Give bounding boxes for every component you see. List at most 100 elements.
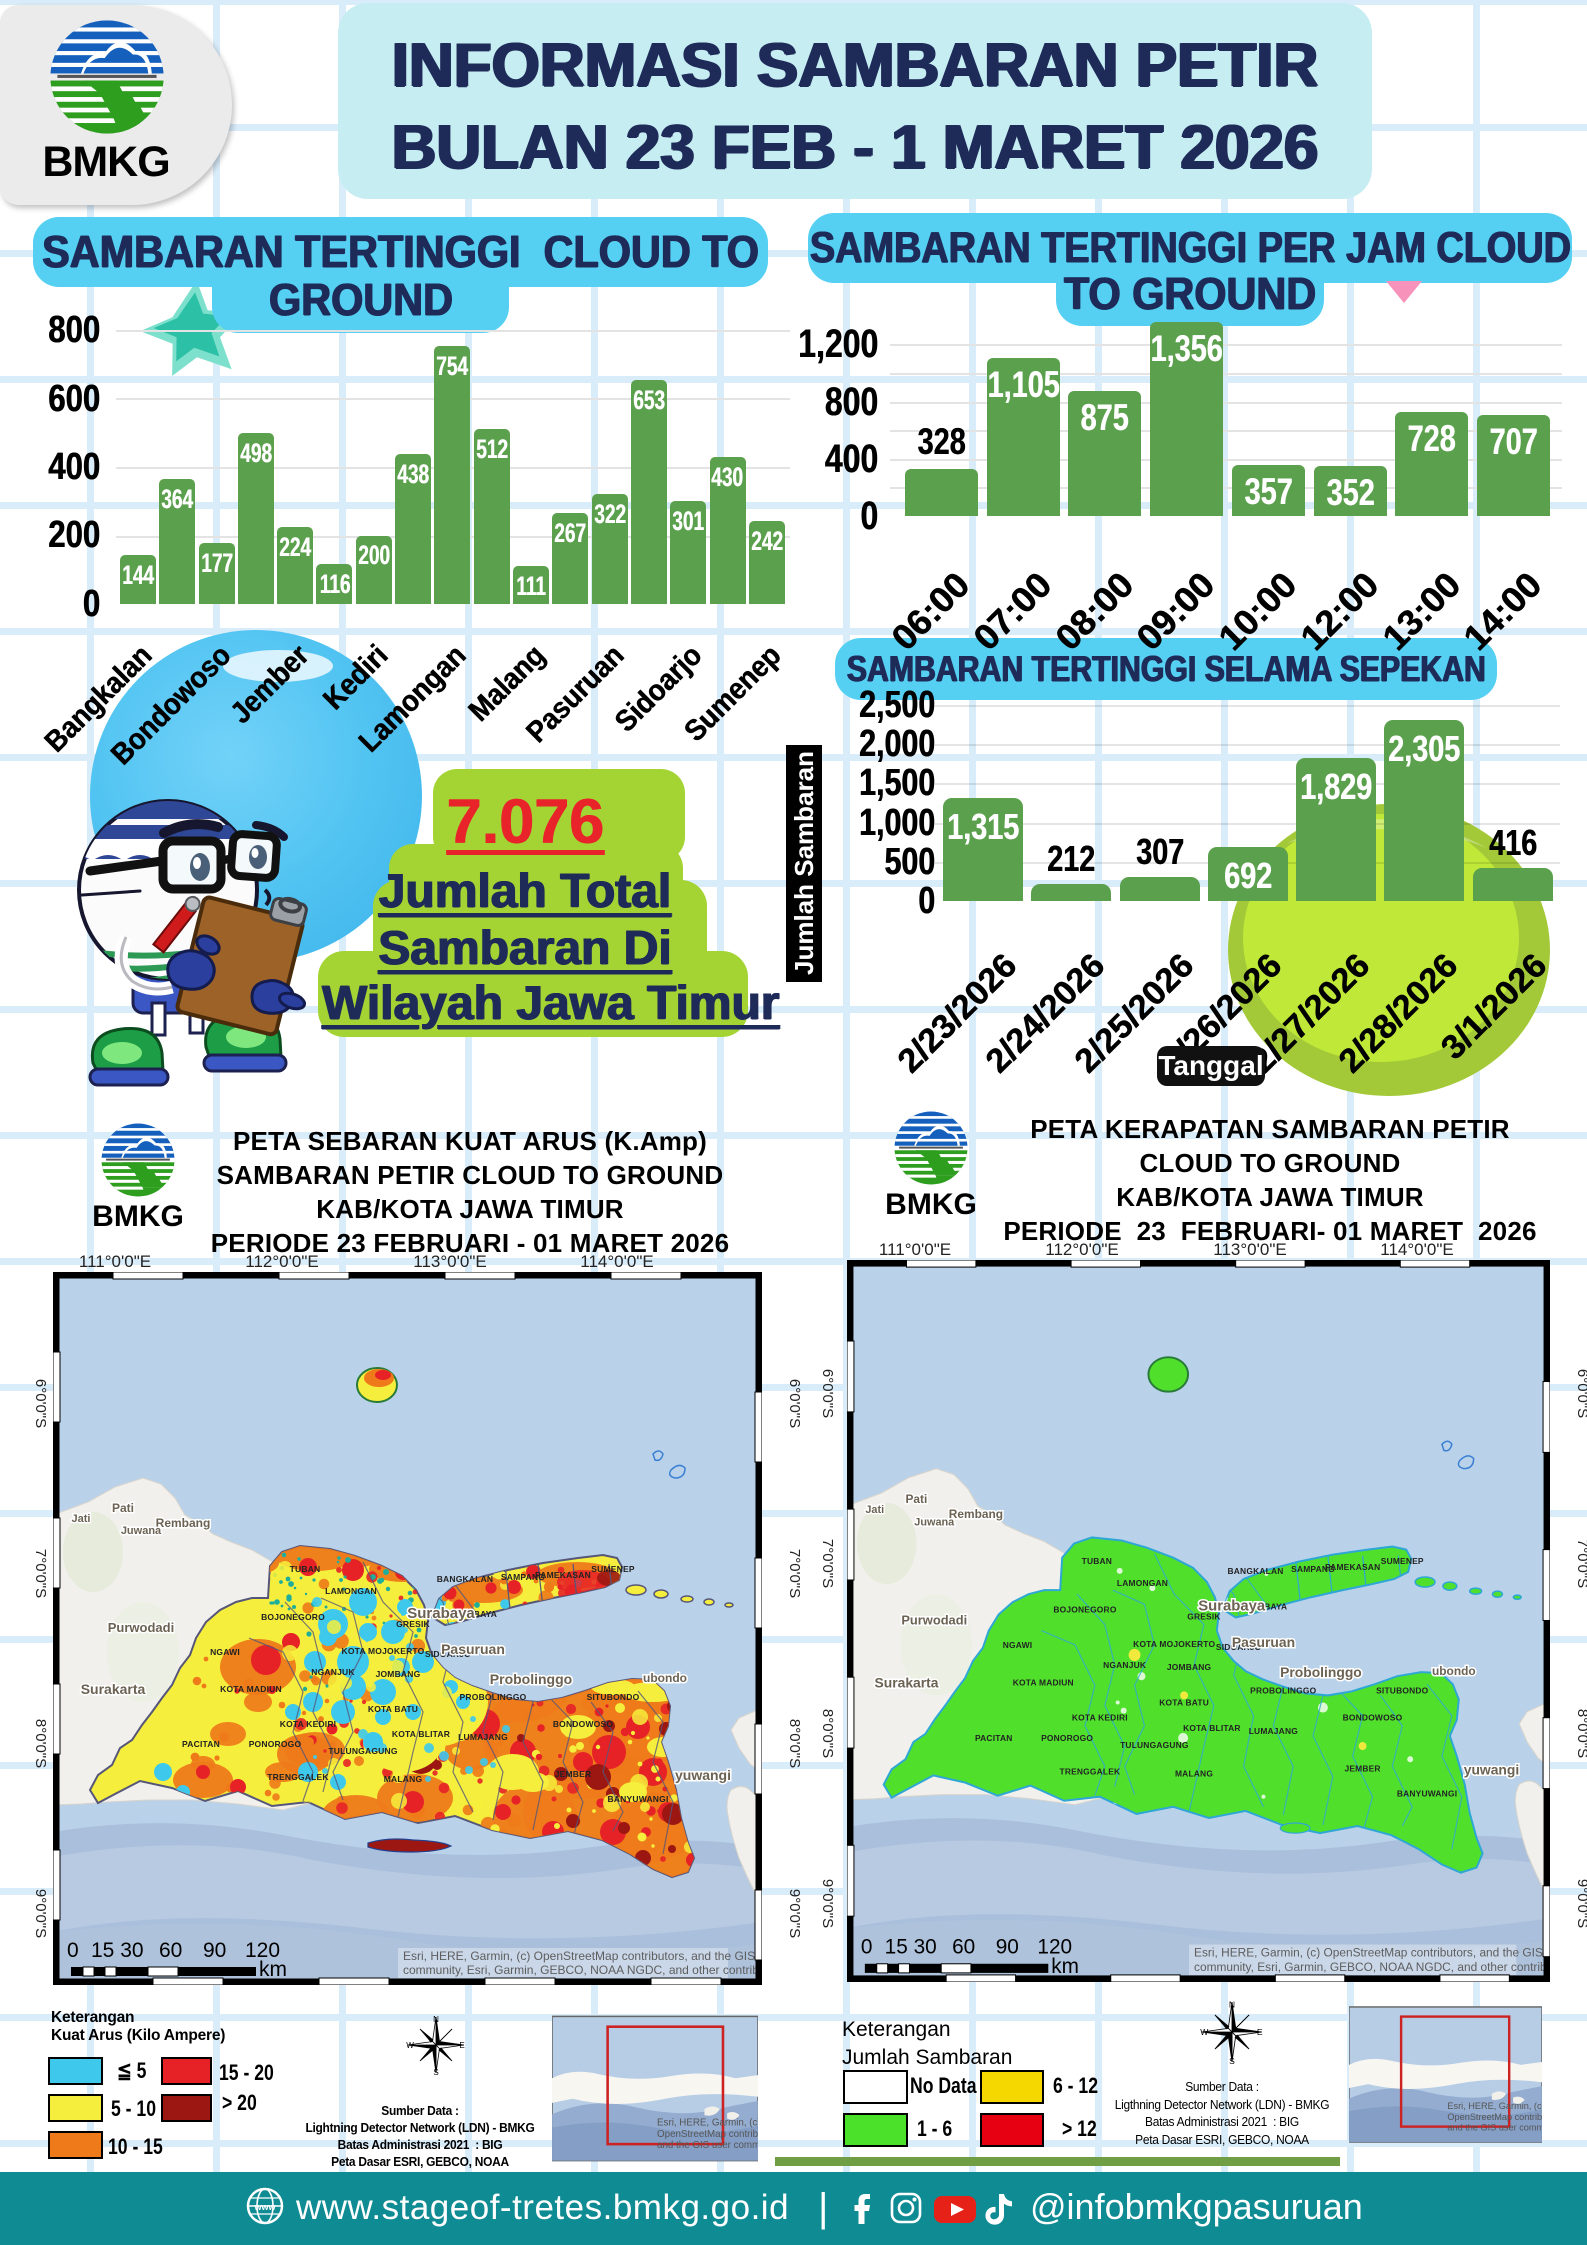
svg-text:SIDOARJO: SIDOARJO <box>1216 1642 1262 1652</box>
svg-text:yuwangi: yuwangi <box>675 1767 731 1783</box>
svg-text:60: 60 <box>159 1939 182 1962</box>
svg-text:Surabaya: Surabaya <box>407 1605 475 1622</box>
svg-text:S: S <box>1229 2056 1235 2064</box>
svg-text:GRESIK: GRESIK <box>1187 1611 1221 1621</box>
svg-text:Jati: Jati <box>72 1513 91 1525</box>
svg-text:SITUBONDO: SITUBONDO <box>1376 1685 1428 1695</box>
svg-text:E: E <box>459 2041 464 2050</box>
svg-text:S: S <box>433 2068 438 2075</box>
svg-text:Pati: Pati <box>112 1501 134 1515</box>
svg-text:TULUNGAGUNG: TULUNGAGUNG <box>328 1746 397 1756</box>
svg-text:ubondo: ubondo <box>1432 1664 1476 1678</box>
svg-text:KOTA BATU: KOTA BATU <box>1159 1697 1209 1707</box>
svg-text:BOJONEGORO: BOJONEGORO <box>261 1612 325 1622</box>
svg-text:OpenStreetMap contributors,: OpenStreetMap contributors, <box>1447 2112 1542 2122</box>
svg-text:BANYUWANGI: BANYUWANGI <box>1397 1789 1457 1799</box>
svg-text:BANYUWANGI: BANYUWANGI <box>607 1794 668 1804</box>
svg-text:MALANG: MALANG <box>1175 1768 1213 1778</box>
svg-text:community, Esri, Garmin, GEBCO: community, Esri, Garmin, GEBCO, NOAA NGD… <box>1194 1960 1550 1974</box>
svg-text:PROBOLINGGO: PROBOLINGGO <box>460 1692 527 1702</box>
svg-text:N: N <box>1229 2000 1235 2009</box>
svg-text:JOMBANG: JOMBANG <box>1167 1662 1212 1672</box>
svg-text:KOTA KEDIRI: KOTA KEDIRI <box>1072 1713 1128 1723</box>
svg-text:SURABAYA: SURABAYA <box>1240 1601 1288 1611</box>
svg-text:Surakarta: Surakarta <box>874 1674 938 1690</box>
svg-text:0: 0 <box>861 1935 873 1958</box>
svg-text:km: km <box>1051 1955 1079 1978</box>
svg-text:KOTA MADIUN: KOTA MADIUN <box>220 1684 282 1694</box>
svg-text:E: E <box>1257 2027 1263 2037</box>
svg-text:KOTA BLITAR: KOTA BLITAR <box>392 1729 450 1739</box>
svg-text:SURABAYA: SURABAYA <box>449 1609 497 1619</box>
svg-text:yuwangi: yuwangi <box>1464 1761 1519 1777</box>
svg-text:BOJONEGORO: BOJONEGORO <box>1053 1604 1116 1614</box>
svg-text:Esri, HERE, Garmin, (c): Esri, HERE, Garmin, (c) <box>1447 2101 1542 2111</box>
svg-text:W: W <box>406 2041 414 2050</box>
svg-text:Esri, HERE, Garmin, (c): Esri, HERE, Garmin, (c) <box>657 2118 758 2129</box>
svg-text:SUMENEP: SUMENEP <box>1381 1556 1424 1566</box>
svg-text:PROBOLINGGO: PROBOLINGGO <box>1250 1685 1316 1695</box>
svg-text:TRENGGALEK: TRENGGALEK <box>1059 1766 1121 1776</box>
svg-text:KOTA KEDIRI: KOTA KEDIRI <box>280 1719 337 1729</box>
svg-text:and the GIS user community: and the GIS user community <box>1447 2122 1542 2132</box>
svg-text:TULUNGAGUNG: TULUNGAGUNG <box>1120 1740 1189 1750</box>
svg-text:Esri, HERE, Garmin, (c) OpenSt: Esri, HERE, Garmin, (c) OpenStreetMap co… <box>1194 1946 1550 1960</box>
svg-text:PONOROGO: PONOROGO <box>1041 1733 1093 1743</box>
svg-text:JEMBER: JEMBER <box>1344 1763 1380 1773</box>
svg-text:Jati: Jati <box>865 1504 884 1516</box>
svg-text:Probolinggo: Probolinggo <box>1280 1664 1362 1680</box>
svg-text:PAMEKASAN: PAMEKASAN <box>1325 1562 1380 1572</box>
svg-text:PAMEKASAN: PAMEKASAN <box>535 1570 591 1580</box>
svg-text:Pati: Pati <box>906 1492 928 1506</box>
svg-text:community, Esri, Garmin, GEBCO: community, Esri, Garmin, GEBCO, NOAA NGD… <box>403 1963 762 1977</box>
svg-text:SUMENEP: SUMENEP <box>591 1564 635 1574</box>
svg-text:TUBAN: TUBAN <box>1082 1556 1112 1566</box>
svg-text:Pasuruan: Pasuruan <box>441 1641 505 1657</box>
svg-text:Rembang: Rembang <box>949 1507 1003 1521</box>
svg-text:15 30: 15 30 <box>885 1935 937 1958</box>
svg-text:Surabaya: Surabaya <box>1198 1597 1266 1614</box>
svg-text:LUMAJANG: LUMAJANG <box>458 1732 508 1742</box>
svg-text:KOTA MADIUN: KOTA MADIUN <box>1013 1677 1074 1687</box>
svg-text:SIDOARJO: SIDOARJO <box>425 1649 471 1659</box>
svg-text:Purwodadi: Purwodadi <box>901 1612 967 1627</box>
svg-text:W: W <box>1200 2027 1209 2037</box>
svg-text:TRENGGALEK: TRENGGALEK <box>267 1772 329 1782</box>
svg-text:KOTA BLITAR: KOTA BLITAR <box>1183 1723 1241 1733</box>
svg-text:N: N <box>433 2015 439 2024</box>
svg-text:SAMPANG: SAMPANG <box>1291 1564 1335 1574</box>
svg-text:NGANJUK: NGANJUK <box>311 1667 355 1677</box>
svg-text:BONDOWOSO: BONDOWOSO <box>1343 1713 1403 1723</box>
svg-text:BANGKALAN: BANGKALAN <box>437 1574 494 1584</box>
svg-text:TUBAN: TUBAN <box>290 1564 321 1574</box>
svg-text:NGAWI: NGAWI <box>1003 1640 1032 1650</box>
svg-text:NGANJUK: NGANJUK <box>1103 1660 1147 1670</box>
svg-text:and the GIS user community: and the GIS user community <box>657 2140 758 2151</box>
svg-text:15 30: 15 30 <box>91 1939 144 1962</box>
svg-text:PACITAN: PACITAN <box>975 1733 1013 1743</box>
svg-text:Pasuruan: Pasuruan <box>1232 1634 1295 1650</box>
svg-text:Purwodadi: Purwodadi <box>108 1620 174 1635</box>
svg-text:MALANG: MALANG <box>384 1774 423 1784</box>
svg-text:90: 90 <box>203 1939 226 1962</box>
svg-text:OpenStreetMap contributors,: OpenStreetMap contributors, <box>657 2129 758 2140</box>
svg-text:BONDOWOSO: BONDOWOSO <box>553 1719 614 1729</box>
svg-text:KOTA MOJOKERTO: KOTA MOJOKERTO <box>342 1646 425 1656</box>
svg-text:120: 120 <box>1037 1935 1072 1958</box>
svg-text:JOMBANG: JOMBANG <box>376 1669 421 1679</box>
svg-text:km: km <box>259 1958 287 1981</box>
svg-text:LAMONGAN: LAMONGAN <box>1117 1578 1168 1588</box>
svg-text:60: 60 <box>952 1935 975 1958</box>
svg-text:KOTA BATU: KOTA BATU <box>368 1704 418 1714</box>
svg-text:SITUBONDO: SITUBONDO <box>587 1692 640 1702</box>
svg-text:www: www <box>253 2202 276 2212</box>
svg-text:PONOROGO: PONOROGO <box>249 1739 302 1749</box>
svg-text:LAMONGAN: LAMONGAN <box>325 1586 377 1596</box>
svg-text:JEMBER: JEMBER <box>555 1769 592 1779</box>
svg-text:Esri, HERE, Garmin, (c) OpenSt: Esri, HERE, Garmin, (c) OpenStreetMap co… <box>403 1949 762 1963</box>
svg-text:PACITAN: PACITAN <box>182 1739 220 1749</box>
svg-text:ubondo: ubondo <box>643 1671 687 1685</box>
svg-text:Probolinggo: Probolinggo <box>490 1671 572 1687</box>
svg-text:SAMPANG: SAMPANG <box>501 1572 545 1582</box>
svg-text:Rembang: Rembang <box>156 1516 211 1530</box>
